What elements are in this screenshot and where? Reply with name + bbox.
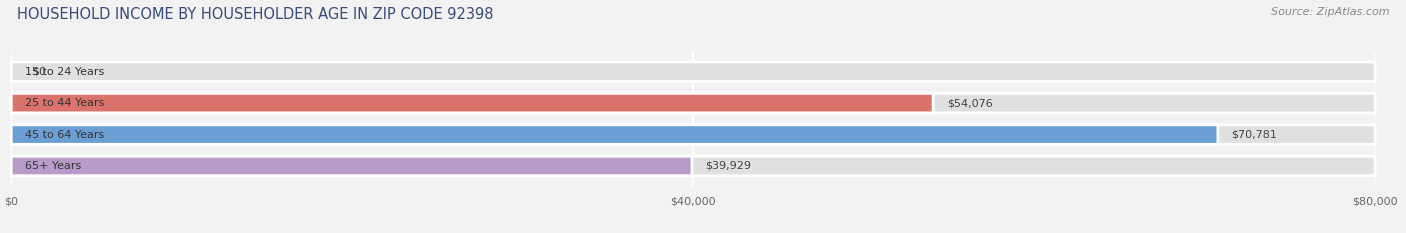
FancyBboxPatch shape <box>11 93 1375 113</box>
Text: 25 to 44 Years: 25 to 44 Years <box>25 98 104 108</box>
Text: HOUSEHOLD INCOME BY HOUSEHOLDER AGE IN ZIP CODE 92398: HOUSEHOLD INCOME BY HOUSEHOLDER AGE IN Z… <box>17 7 494 22</box>
FancyBboxPatch shape <box>11 93 934 113</box>
Text: $39,929: $39,929 <box>706 161 752 171</box>
FancyBboxPatch shape <box>11 125 1375 144</box>
FancyBboxPatch shape <box>11 125 1218 144</box>
Text: $54,076: $54,076 <box>946 98 993 108</box>
Text: 15 to 24 Years: 15 to 24 Years <box>25 67 104 77</box>
FancyBboxPatch shape <box>11 156 1375 176</box>
Text: Source: ZipAtlas.com: Source: ZipAtlas.com <box>1271 7 1389 17</box>
Text: 65+ Years: 65+ Years <box>25 161 82 171</box>
FancyBboxPatch shape <box>11 62 1375 81</box>
Text: $0: $0 <box>32 67 46 77</box>
Text: $70,781: $70,781 <box>1232 130 1278 140</box>
Text: 45 to 64 Years: 45 to 64 Years <box>25 130 104 140</box>
FancyBboxPatch shape <box>11 156 692 176</box>
